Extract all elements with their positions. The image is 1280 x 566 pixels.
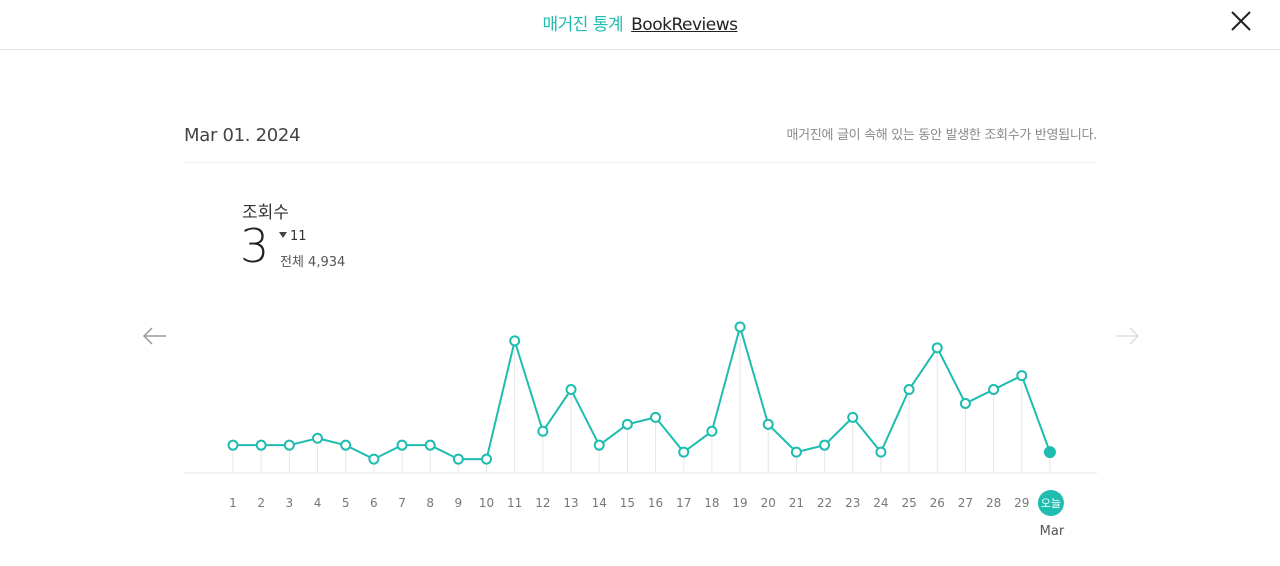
today-marker: [1037, 490, 1064, 516]
data-point: [678, 446, 690, 458]
tick-label: 5: [342, 496, 350, 510]
tick-label: 24: [873, 496, 888, 510]
data-point: [565, 384, 577, 396]
month-label: Mar: [1040, 524, 1065, 539]
tick-label: 14: [592, 496, 607, 510]
data-point: [621, 418, 633, 430]
data-point: [903, 384, 915, 396]
info-note: 매거진에 글이 속해 있는 동안 발생한 조회수가 반영됩니다.: [786, 128, 1098, 143]
data-point: [424, 439, 436, 451]
arrow-right-icon[interactable]: [1114, 322, 1140, 350]
data-point: [790, 446, 802, 458]
data-point: [537, 425, 549, 437]
tick-label: 8: [426, 496, 434, 510]
tick-label: 2: [257, 496, 265, 510]
tick-label: 29: [1014, 496, 1029, 510]
data-point: [312, 432, 324, 444]
date-label: Mar 01. 2024: [184, 125, 301, 146]
data-point: [227, 439, 239, 451]
data-point: [847, 411, 859, 423]
data-point: [509, 335, 521, 347]
data-point: [734, 321, 746, 333]
divider: [184, 162, 1097, 163]
data-point: [452, 453, 464, 465]
tick-label: 18: [704, 496, 719, 510]
data-point: [875, 446, 887, 458]
data-point: [988, 384, 1000, 396]
tick-label: 6: [370, 496, 378, 510]
tick-label: 13: [563, 496, 578, 510]
page-title: 매거진 통계 BookReviews: [0, 10, 1280, 35]
metric-value: 3: [240, 219, 270, 273]
data-point: [368, 453, 380, 465]
tick-label: 17: [676, 496, 691, 510]
data-point: [706, 425, 718, 437]
tick-label: 28: [986, 496, 1001, 510]
down-triangle-icon: [279, 232, 287, 238]
tick-label: 9: [455, 496, 463, 510]
tick-label: 20: [761, 496, 776, 510]
close-icon[interactable]: [1228, 8, 1254, 34]
tick-label: 4: [314, 496, 322, 510]
data-point: [650, 411, 662, 423]
data-point: [283, 439, 295, 451]
data-point: [819, 439, 831, 451]
arrow-left-icon[interactable]: [142, 322, 168, 350]
delta-value: 11: [290, 229, 307, 244]
tick-label: 25: [901, 496, 916, 510]
tick-label: 23: [845, 496, 860, 510]
tick-label-today: 오늘: [1041, 497, 1061, 510]
tick-label: 22: [817, 496, 832, 510]
total-views: 전체 4,934: [280, 255, 346, 270]
tick-label: 15: [620, 496, 635, 510]
magazine-link[interactable]: BookReviews: [631, 15, 738, 35]
data-point: [481, 453, 493, 465]
tick-label: 19: [732, 496, 747, 510]
tick-label: 27: [958, 496, 973, 510]
data-point-today: [1043, 446, 1056, 459]
tick-label: 16: [648, 496, 663, 510]
tick-label: 1: [229, 496, 237, 510]
data-point: [959, 397, 971, 409]
tick-label: 7: [398, 496, 406, 510]
data-point: [396, 439, 408, 451]
metric-label: 조회수: [242, 203, 289, 223]
series-line: [233, 325, 1051, 461]
data-point: [255, 439, 267, 451]
tick-label: 10: [479, 496, 494, 510]
data-point: [931, 342, 943, 354]
top-bar: 매거진 통계 BookReviews: [0, 0, 1280, 50]
tick-label: 3: [286, 496, 294, 510]
tick-label: 21: [789, 496, 804, 510]
delta-badge: 11: [279, 229, 307, 244]
tick-label: 26: [930, 496, 945, 510]
data-point: [340, 439, 352, 451]
title-stats: 매거진 통계: [542, 15, 624, 35]
tick-label: 11: [507, 496, 522, 510]
data-point: [593, 439, 605, 451]
tick-label: 12: [535, 496, 550, 510]
data-point: [762, 418, 774, 430]
data-point: [1016, 370, 1028, 382]
